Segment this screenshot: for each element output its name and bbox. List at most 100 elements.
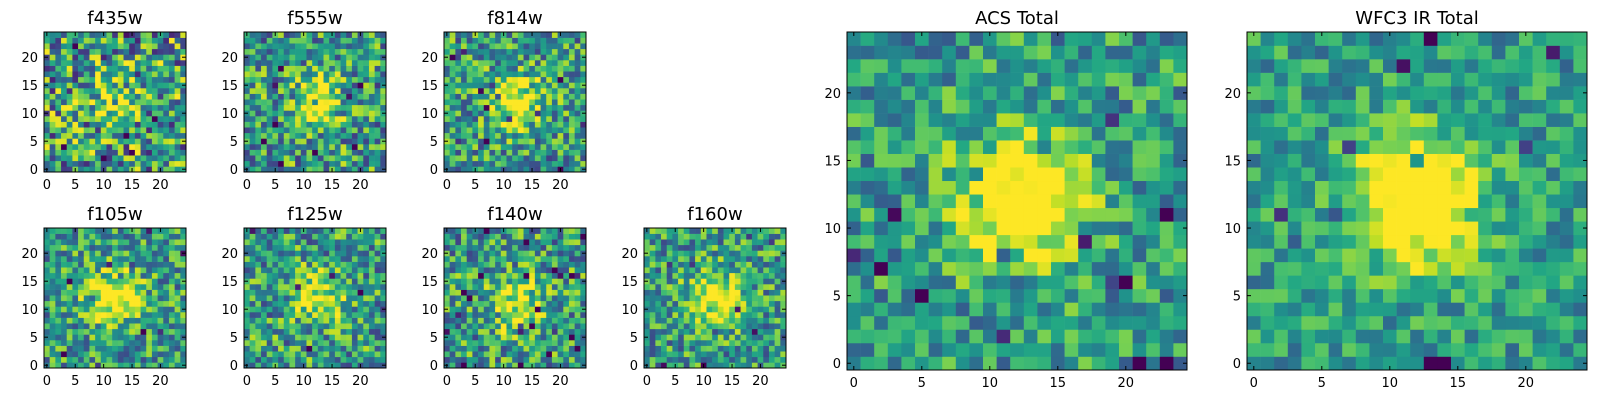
heatmap-cell [551,37,558,44]
heatmap-cell [283,104,290,111]
heatmap-cell [1146,207,1161,222]
heatmap-cell [466,48,473,55]
heatmap-cell [78,345,85,352]
heatmap-cell [540,272,547,279]
heatmap-cell [49,155,56,162]
heatmap-cell [334,121,341,128]
heatmap-cell [83,256,90,262]
heatmap-cell [955,342,970,357]
heatmap-cell [529,160,536,167]
heatmap-cell [174,250,181,257]
heatmap-cell [683,340,690,346]
heatmap-cell [255,37,262,44]
heatmap-cell [461,48,468,55]
heatmap-cell [180,65,187,72]
heatmap-cell [117,261,124,268]
heatmap-cell [734,362,741,369]
heatmap-cell [563,71,570,78]
heatmap-cell [272,256,279,262]
heatmap-cell [489,88,496,94]
heatmap-cell [712,345,719,352]
heatmap-cell [334,32,341,38]
heatmap-cell [1051,315,1065,330]
heatmap-cell [244,160,250,167]
heatmap-cell [266,272,273,279]
heatmap-cell [329,60,336,66]
heatmap-cell [163,99,170,106]
heatmap-cell [323,104,330,111]
heatmap-cell [83,155,90,162]
heatmap-cell [357,127,364,134]
heatmap-cell [140,76,147,83]
heatmap-cell [466,144,473,150]
heatmap-cell [66,351,73,358]
heatmap-cell [340,356,347,363]
heatmap-cell [351,99,358,106]
heatmap-cell [649,256,656,262]
heatmap-cell [506,37,513,44]
heatmap-cell [466,138,473,145]
heatmap-cell [495,54,502,61]
heatmap-cell [1159,288,1174,303]
heatmap-cell [266,48,273,55]
heatmap-cell [340,256,347,262]
heatmap-cell [49,284,56,290]
heatmap-cell [534,132,541,139]
heatmap-cell [1173,329,1188,344]
heatmap-cell [455,138,462,145]
heatmap-cell [983,167,997,182]
heatmap-cell [334,306,341,313]
heatmap-cell [151,312,158,318]
heatmap-cell [915,275,929,290]
heatmap-cell [357,278,364,285]
heatmap-cell [557,356,564,363]
heatmap-cell [466,166,473,173]
heatmap-cell [723,272,730,279]
heatmap-cell [712,278,719,285]
heatmap-cell [661,300,668,307]
heatmap-cell [300,127,307,134]
heatmap-cell [83,345,90,352]
heatmap-cell [140,93,147,100]
heatmap-cell [78,312,85,318]
heatmap-cell [55,60,62,66]
heatmap-cell [689,256,696,262]
heatmap-cell [340,82,347,89]
heatmap-cell [317,278,324,285]
heatmap-cell [517,138,524,145]
heatmap-cell [295,261,302,268]
heatmap-cell [478,88,485,94]
heatmap-cell [506,295,513,302]
heatmap-cell [95,233,102,240]
heatmap-cell [346,289,353,296]
heatmap-cell [449,71,456,78]
heatmap-cell [489,317,496,324]
heatmap-cell [729,334,736,341]
heatmap-cell [489,48,496,55]
heatmap-cell [489,60,496,66]
heatmap-cell [887,248,902,263]
heatmap-cell [489,116,496,122]
heatmap-cell [357,244,364,251]
heatmap-cell [568,306,575,313]
heatmap-cell [546,155,553,162]
heatmap-cell [261,362,268,369]
heatmap-cell [61,300,68,307]
heatmap-cell [706,267,713,274]
heatmap-cell [661,278,668,285]
heatmap-cell [580,88,587,94]
heatmap-cell [478,317,485,324]
heatmap-cell [1146,329,1161,344]
heatmap-cell [495,149,502,156]
heatmap-cell [346,88,353,94]
heatmap-cell [244,284,250,290]
heatmap-cell [374,345,381,352]
heatmap-cell [129,334,136,341]
heatmap-cell [289,71,296,78]
heatmap-cell [306,250,313,257]
heatmap-cell [1105,248,1120,263]
heatmap-cell [517,82,524,89]
heatmap-cell [483,340,490,346]
heatmap-cell [449,93,456,100]
